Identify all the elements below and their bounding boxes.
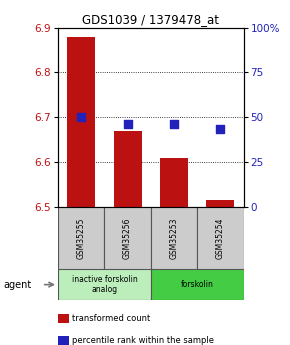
Bar bbox=[57, 314, 68, 323]
Point bbox=[125, 121, 130, 127]
Title: GDS1039 / 1379478_at: GDS1039 / 1379478_at bbox=[82, 13, 219, 27]
Bar bbox=[206, 200, 234, 207]
Point bbox=[172, 122, 176, 127]
Text: inactive forskolin
analog: inactive forskolin analog bbox=[72, 275, 137, 294]
Text: agent: agent bbox=[3, 280, 31, 289]
Bar bbox=[57, 336, 68, 345]
Bar bbox=[151, 269, 244, 300]
Bar bbox=[58, 269, 151, 300]
Bar bbox=[197, 207, 244, 269]
Text: GSM35253: GSM35253 bbox=[169, 217, 179, 259]
Point bbox=[79, 115, 84, 120]
Text: GSM35256: GSM35256 bbox=[123, 217, 132, 259]
Text: forskolin: forskolin bbox=[181, 280, 214, 289]
Text: transformed count: transformed count bbox=[72, 314, 150, 323]
Bar bbox=[104, 207, 151, 269]
Text: GSM35254: GSM35254 bbox=[216, 217, 225, 259]
Text: percentile rank within the sample: percentile rank within the sample bbox=[72, 336, 213, 345]
Bar bbox=[67, 37, 95, 207]
Bar bbox=[114, 131, 142, 207]
Text: GSM35255: GSM35255 bbox=[77, 217, 86, 259]
Bar bbox=[151, 207, 197, 269]
Bar bbox=[58, 207, 104, 269]
Bar bbox=[160, 158, 188, 207]
Point bbox=[218, 126, 223, 131]
